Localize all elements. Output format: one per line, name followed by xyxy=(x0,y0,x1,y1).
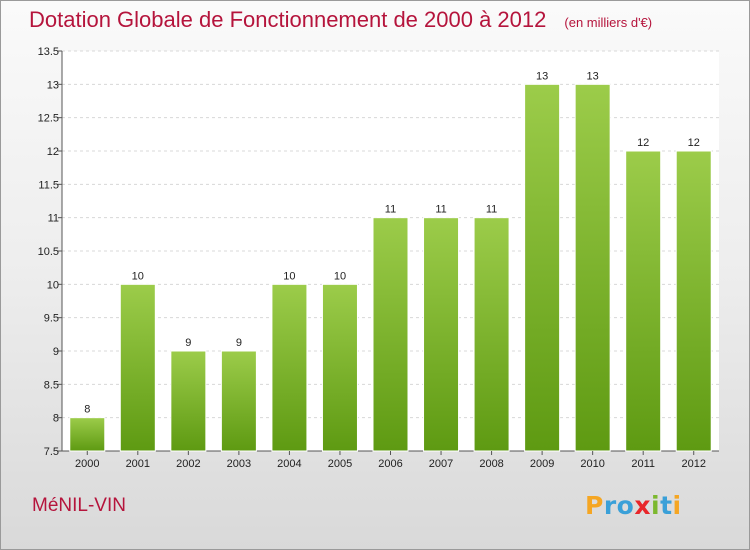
bar-value-label: 11 xyxy=(435,204,446,216)
y-tick-label: 9 xyxy=(53,346,59,358)
logo-letter: r xyxy=(603,491,617,520)
y-tick-label: 11 xyxy=(48,213,59,225)
logo-letter: o xyxy=(616,491,635,520)
logo-letter: i xyxy=(672,491,682,520)
x-tick-label: 2005 xyxy=(328,458,352,470)
logo-letter: x xyxy=(634,491,651,520)
y-tick-label: 8 xyxy=(53,413,59,425)
bar-value-label: 13 xyxy=(587,70,599,82)
place-name: MéNIL-VIN xyxy=(32,495,126,516)
y-tick-label: 12 xyxy=(47,146,59,158)
bar-value-label: 10 xyxy=(132,270,144,282)
chart-title-text: Dotation Globale de Fonctionnement de 20… xyxy=(29,7,547,32)
x-tick-label: 2006 xyxy=(378,458,402,470)
bar xyxy=(473,217,510,452)
bar xyxy=(372,217,409,452)
y-tick-label: 10 xyxy=(47,279,59,291)
bar xyxy=(271,283,308,452)
bar-value-label: 9 xyxy=(236,337,242,349)
logo-letter: P xyxy=(585,491,604,520)
logo-letter: t xyxy=(660,491,673,520)
bar xyxy=(170,350,207,452)
y-tick-label: 13.5 xyxy=(38,46,59,58)
x-tick-label: 2011 xyxy=(631,458,655,470)
bar-value-label: 8 xyxy=(84,404,90,416)
y-tick-label: 11.5 xyxy=(38,179,59,191)
bar xyxy=(220,350,257,452)
x-tick-label: 2009 xyxy=(530,458,554,470)
bar-value-label: 12 xyxy=(637,137,649,149)
bar xyxy=(423,217,460,452)
bar xyxy=(675,150,712,452)
proxiti-logo[interactable]: Proxiti xyxy=(585,491,682,520)
y-tick-label: 10.5 xyxy=(38,246,59,258)
bar xyxy=(69,417,106,452)
bar xyxy=(321,283,358,452)
y-tick-label: 7.5 xyxy=(44,446,59,458)
y-tick-label: 8.5 xyxy=(44,379,59,391)
chart-title: Dotation Globale de Fonctionnement de 20… xyxy=(29,7,652,33)
bar-value-label: 13 xyxy=(536,70,548,82)
y-tick-label: 13 xyxy=(47,79,59,91)
y-tick-label: 9.5 xyxy=(44,313,59,325)
x-tick-label: 2010 xyxy=(580,458,604,470)
bar-value-label: 11 xyxy=(385,204,396,216)
chart-subtitle: (en milliers d'€) xyxy=(564,15,653,30)
bar xyxy=(574,83,611,452)
bar xyxy=(119,283,156,452)
bar-value-label: 10 xyxy=(334,270,346,282)
logo-letter: i xyxy=(651,491,661,520)
x-tick-label: 2004 xyxy=(277,458,301,470)
bar xyxy=(625,150,662,452)
x-tick-label: 2001 xyxy=(126,458,150,470)
x-tick-label: 2002 xyxy=(176,458,200,470)
bar-value-label: 9 xyxy=(185,337,191,349)
bar-value-label: 11 xyxy=(486,204,497,216)
x-tick-label: 2000 xyxy=(75,458,99,470)
x-tick-label: 2003 xyxy=(227,458,251,470)
x-tick-label: 2008 xyxy=(479,458,503,470)
bar xyxy=(524,83,561,452)
bar-value-label: 10 xyxy=(283,270,295,282)
x-tick-label: 2012 xyxy=(681,458,705,470)
x-tick-label: 2007 xyxy=(429,458,453,470)
y-tick-label: 12.5 xyxy=(38,113,59,125)
bar-value-label: 12 xyxy=(688,137,700,149)
